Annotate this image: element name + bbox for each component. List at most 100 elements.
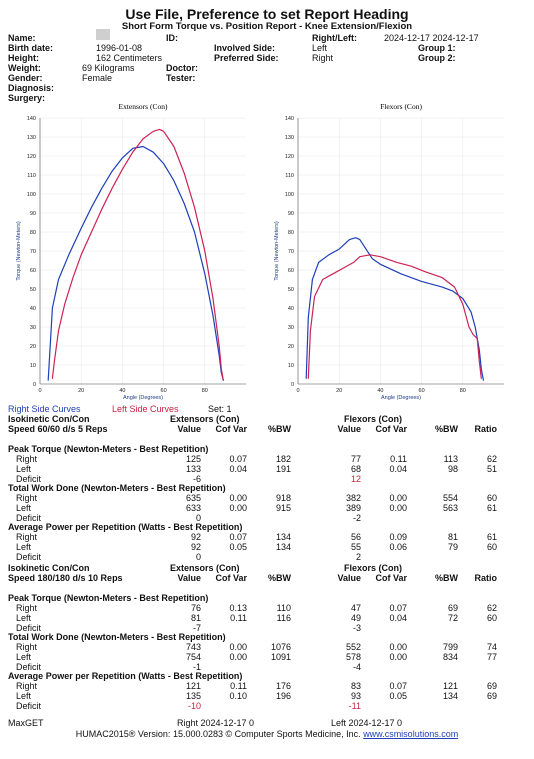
right-side-curve <box>47 145 224 381</box>
group-title: Average Power per Repetition (Watts - Be… <box>8 671 243 681</box>
surgery-label: Surgery: <box>8 93 46 103</box>
cell-value: 133 <box>185 464 201 474</box>
cell-value: 92 <box>190 542 201 552</box>
chart-title: Flexors (Con) <box>380 102 422 111</box>
group-title: Total Work Done (Newton-Meters - Best Re… <box>8 632 226 642</box>
y-tick-label: 90 <box>288 211 294 217</box>
cell-value: 633 <box>185 503 201 513</box>
y-tick-label: 20 <box>30 344 36 350</box>
cell-value: 79 <box>447 542 458 552</box>
y-tick-label: 0 <box>33 382 36 388</box>
y-tick-label: 70 <box>30 249 36 255</box>
row-label: Right <box>16 603 38 613</box>
cell-value: 60 <box>486 542 497 552</box>
footer-link[interactable]: www.csmisolutions.com <box>363 729 459 739</box>
column-header: %BW <box>435 573 458 583</box>
gender-value: Female <box>82 73 113 83</box>
column-header: Value <box>177 424 201 434</box>
y-axis-label: Torque (Newton-Meters) <box>274 221 280 280</box>
maxget-left: Left 2024-12-17 0 <box>331 718 403 728</box>
cell-value: 55 <box>350 542 361 552</box>
cell-value: 135 <box>185 691 201 701</box>
x-tick-label: 0 <box>38 388 41 394</box>
row-label: Deficit <box>16 513 42 523</box>
group-title: Average Power per Repetition (Watts - Be… <box>8 522 243 532</box>
height-label: Height: <box>8 53 39 63</box>
extensors-chart: Extensors (Con) 0 10 20 30 40 50 60 70 80 90 100 110… <box>16 102 246 401</box>
tester-label: Tester: <box>166 73 196 83</box>
cell-value: 0.00 <box>389 503 407 513</box>
maxget-label: MaxGET <box>8 718 44 728</box>
maxget-right: Right 2024-12-17 0 <box>177 718 255 728</box>
cell-value: 754 <box>185 652 201 662</box>
extensors-heading: Extensors (Con) <box>170 414 240 424</box>
x-tick-label: 80 <box>202 388 208 394</box>
x-tick-label: 60 <box>419 388 425 394</box>
cell-value: 0.00 <box>229 652 247 662</box>
section-speed: Speed 180/180 d/s 10 Reps <box>8 573 123 583</box>
y-tick-label: 60 <box>288 268 294 274</box>
left-side-curve <box>307 254 482 379</box>
deficit-extensors: -6 <box>192 474 201 484</box>
group2-label: Group 2: <box>418 53 456 63</box>
cell-value: 81 <box>447 532 458 542</box>
x-tick-label: 80 <box>460 388 466 394</box>
footer: HUMAC2015® Version: 15.000.0283 © Comput… <box>0 729 534 739</box>
column-header: %BW <box>268 573 291 583</box>
cell-value: 0.11 <box>230 681 247 691</box>
y-tick-label: 110 <box>27 173 36 179</box>
y-tick-label: 80 <box>30 230 36 236</box>
cell-value: 0.00 <box>229 493 247 503</box>
y-tick-label: 120 <box>285 154 294 160</box>
cell-value: 98 <box>447 464 458 474</box>
y-tick-label: 0 <box>291 382 294 388</box>
table-speed-180: Isokinetic Con/Con Extensors (Con) Flexors… <box>0 563 534 713</box>
cell-value: 113 <box>443 454 458 464</box>
row-label: Deficit <box>16 552 42 562</box>
x-tick-label: 20 <box>336 388 342 394</box>
cell-value: 110 <box>276 603 291 613</box>
cell-value: 563 <box>442 503 458 513</box>
row-label: Deficit <box>16 623 42 633</box>
weight-label: Weight: <box>8 63 41 73</box>
row-label: Deficit <box>16 662 42 672</box>
cell-value: 0.07 <box>389 603 407 613</box>
column-header: Cof Var <box>215 573 247 583</box>
weight-value: 69 Kilograms <box>82 63 135 73</box>
cell-value: 76 <box>190 603 201 613</box>
cell-value: 0.07 <box>389 681 407 691</box>
cell-value: 799 <box>442 642 458 652</box>
column-header: Value <box>177 573 201 583</box>
group1-label: Group 1: <box>418 43 456 53</box>
preferred-label: Preferred Side: <box>214 53 279 63</box>
involved-label: Involved Side: <box>214 43 276 53</box>
deficit-flexors: -2 <box>352 513 361 523</box>
row-label: Right <box>16 532 38 542</box>
column-header: Cof Var <box>375 424 407 434</box>
cell-value: 134 <box>442 691 458 701</box>
cell-value: 83 <box>350 681 361 691</box>
cell-value: 635 <box>185 493 201 503</box>
extensors-heading: Extensors (Con) <box>170 563 240 573</box>
cell-value: 0.04 <box>389 464 407 474</box>
cell-value: 74 <box>486 642 497 652</box>
deficit-flexors: -11 <box>348 701 361 711</box>
cell-value: 68 <box>350 464 361 474</box>
deficit-extensors: -10 <box>187 701 201 711</box>
report-title: Use File, Preference to set Report Headi… <box>125 6 409 22</box>
column-header: Value <box>337 573 361 583</box>
right-side-curve <box>305 237 484 381</box>
y-tick-label: 130 <box>27 135 36 141</box>
cell-value: 743 <box>185 642 201 652</box>
cell-value: 69 <box>486 681 497 691</box>
y-tick-label: 60 <box>30 268 36 274</box>
row-label: Right <box>16 454 38 464</box>
row-label: Left <box>16 691 32 701</box>
cell-value: 125 <box>185 454 201 464</box>
column-header: %BW <box>435 424 458 434</box>
y-tick-label: 100 <box>285 192 294 198</box>
column-header: Value <box>337 424 361 434</box>
flexors-chart: Flexors (Con) 0 10 20 30 40 50 60 70 80 90 100 110 12… <box>274 102 504 401</box>
id-label: ID: <box>166 33 178 43</box>
flexors-heading: Flexors (Con) <box>344 414 403 424</box>
